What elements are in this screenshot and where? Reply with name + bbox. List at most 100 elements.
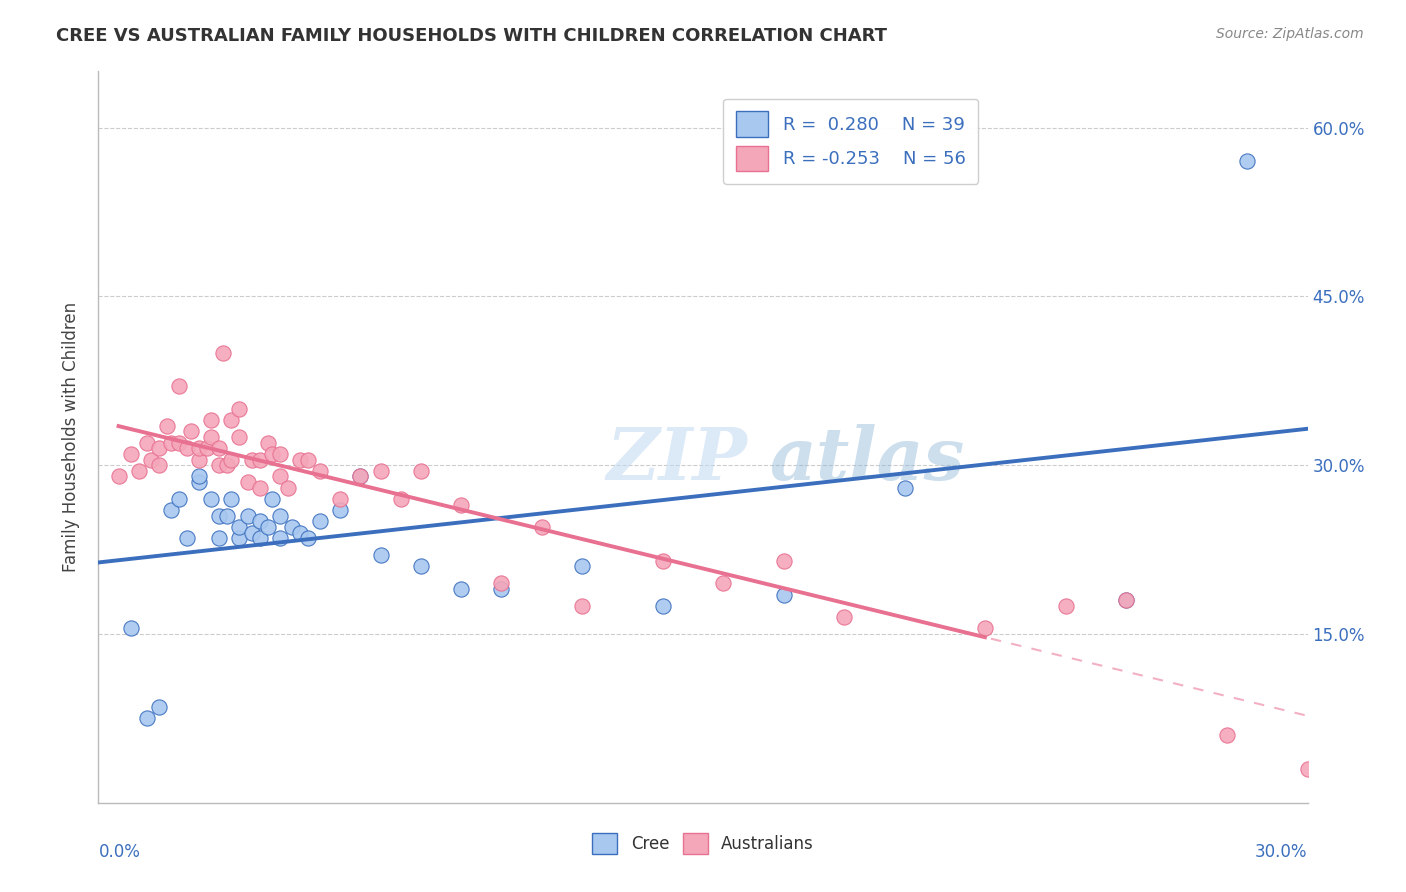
Point: [217, 458, 239, 473]
Point: [208, 442, 231, 456]
Text: atlas: atlas: [769, 424, 965, 494]
Point: [349, 469, 371, 483]
Point: [167, 491, 190, 506]
Text: ZIP: ZIP: [606, 424, 747, 494]
Point: [269, 447, 291, 461]
Point: [180, 425, 202, 439]
Point: [309, 515, 332, 529]
Point: [269, 469, 291, 483]
Point: [200, 413, 222, 427]
Point: [236, 475, 259, 489]
Point: [120, 621, 142, 635]
Point: [188, 469, 211, 483]
Point: [409, 559, 432, 574]
Point: [176, 442, 198, 456]
Point: [370, 548, 392, 562]
Point: [221, 413, 243, 427]
Point: [389, 491, 412, 506]
Point: [288, 452, 311, 467]
Point: [269, 532, 291, 546]
Point: [450, 498, 472, 512]
Point: [450, 582, 472, 596]
Point: [1115, 593, 1137, 607]
Point: [228, 401, 250, 416]
Legend: Cree, Australians: Cree, Australians: [586, 827, 820, 860]
Point: [772, 554, 794, 568]
Point: [711, 576, 734, 591]
Point: [1115, 593, 1137, 607]
Point: [651, 554, 673, 568]
Point: [281, 520, 304, 534]
Point: [176, 532, 198, 546]
Point: [249, 452, 271, 467]
Point: [208, 508, 231, 523]
Point: [167, 435, 190, 450]
Point: [228, 430, 250, 444]
Text: Source: ZipAtlas.com: Source: ZipAtlas.com: [1216, 27, 1364, 41]
Point: [188, 475, 211, 489]
Point: [135, 711, 157, 725]
Point: [349, 469, 371, 483]
Point: [309, 464, 332, 478]
Point: [491, 582, 513, 596]
Point: [236, 508, 259, 523]
Point: [135, 435, 157, 450]
Point: [249, 532, 271, 546]
Point: [208, 532, 231, 546]
Point: [260, 447, 283, 461]
Point: [148, 700, 170, 714]
Point: [156, 418, 179, 433]
Point: [249, 481, 271, 495]
Point: [530, 520, 553, 534]
Point: [269, 508, 291, 523]
Point: [329, 503, 352, 517]
Point: [571, 599, 593, 613]
Point: [256, 520, 278, 534]
Point: [1236, 154, 1258, 169]
Point: [148, 442, 170, 456]
Text: 0.0%: 0.0%: [98, 843, 141, 861]
Point: [128, 464, 150, 478]
Point: [188, 452, 211, 467]
Point: [217, 508, 239, 523]
Point: [249, 515, 271, 529]
Text: CREE VS AUSTRALIAN FAMILY HOUSEHOLDS WITH CHILDREN CORRELATION CHART: CREE VS AUSTRALIAN FAMILY HOUSEHOLDS WIT…: [56, 27, 887, 45]
Point: [832, 610, 855, 624]
Point: [212, 345, 235, 359]
Point: [409, 464, 432, 478]
Point: [260, 491, 283, 506]
Point: [893, 481, 915, 495]
Y-axis label: Family Households with Children: Family Households with Children: [62, 302, 80, 572]
Point: [1216, 728, 1239, 742]
Point: [240, 452, 263, 467]
Point: [228, 520, 250, 534]
Point: [200, 430, 222, 444]
Point: [195, 442, 218, 456]
Point: [228, 532, 250, 546]
Point: [221, 452, 243, 467]
Point: [148, 458, 170, 473]
Point: [491, 576, 513, 591]
Point: [200, 491, 222, 506]
Point: [107, 469, 129, 483]
Point: [571, 559, 593, 574]
Point: [288, 525, 311, 540]
Point: [651, 599, 673, 613]
Point: [167, 379, 190, 393]
Point: [329, 491, 352, 506]
Point: [208, 458, 231, 473]
Point: [370, 464, 392, 478]
Point: [297, 452, 319, 467]
Point: [1296, 762, 1319, 776]
Point: [188, 442, 211, 456]
Point: [240, 525, 263, 540]
Point: [221, 491, 243, 506]
Point: [139, 452, 162, 467]
Text: 30.0%: 30.0%: [1256, 843, 1308, 861]
Point: [160, 435, 183, 450]
Point: [160, 503, 183, 517]
Point: [277, 481, 299, 495]
Point: [772, 588, 794, 602]
Point: [1054, 599, 1077, 613]
Point: [120, 447, 142, 461]
